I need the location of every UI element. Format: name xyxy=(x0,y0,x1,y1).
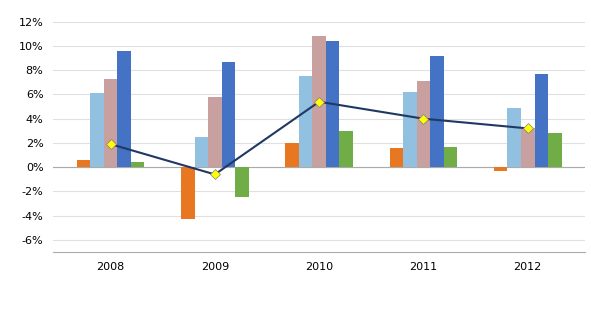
Bar xyxy=(444,147,457,167)
Bar xyxy=(417,81,430,167)
Bar xyxy=(285,143,299,167)
Bar xyxy=(194,137,208,167)
Bar xyxy=(508,108,521,167)
Bar xyxy=(430,56,444,167)
Bar xyxy=(222,62,235,167)
Bar xyxy=(534,74,548,167)
Bar xyxy=(339,131,353,167)
Bar xyxy=(403,92,417,167)
Bar xyxy=(494,167,508,171)
Bar xyxy=(313,36,326,167)
Bar xyxy=(181,167,194,219)
Bar xyxy=(548,133,561,167)
Bar xyxy=(208,97,222,167)
Bar xyxy=(118,51,131,167)
Bar xyxy=(299,76,313,167)
Bar xyxy=(235,167,249,197)
Bar xyxy=(104,79,118,167)
Bar xyxy=(131,162,144,167)
Bar xyxy=(90,93,104,167)
Bar xyxy=(326,41,339,167)
Bar xyxy=(77,160,90,167)
Bar xyxy=(521,128,534,167)
Bar xyxy=(389,148,403,167)
